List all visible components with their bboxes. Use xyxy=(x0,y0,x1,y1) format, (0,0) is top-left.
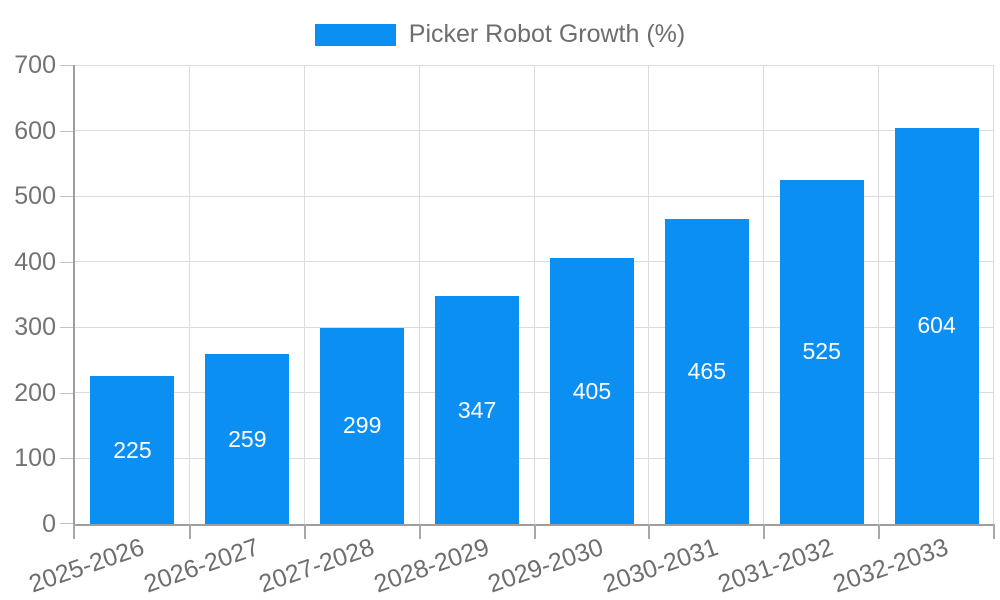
bar-value-label: 225 xyxy=(113,436,152,463)
y-tick-mark xyxy=(60,196,73,198)
x-axis-category-label: 2032-2033 xyxy=(829,533,952,599)
bar[interactable]: 405 xyxy=(549,258,634,524)
legend-color-swatch xyxy=(314,23,396,46)
y-axis-tick-label: 600 xyxy=(14,116,56,145)
x-axis-category-label: 2031-2032 xyxy=(714,533,837,599)
x-gridline xyxy=(418,65,420,524)
plot-area: 0 100 200 300 400 500 600 700 225 2025-2026 259 202… xyxy=(14,52,995,598)
y-gridline xyxy=(75,261,994,263)
y-gridline xyxy=(75,64,994,66)
x-axis-category-label: 2029-2030 xyxy=(484,533,608,599)
bar-value-label: 465 xyxy=(687,358,726,385)
x-tick-mark xyxy=(878,524,881,539)
x-axis-category-label: 2030-2031 xyxy=(599,533,722,599)
y-tick-mark xyxy=(60,458,73,460)
y-axis-tick-label: 0 xyxy=(42,510,56,538)
x-gridline xyxy=(878,65,880,524)
y-gridline xyxy=(75,392,994,394)
x-axis-category-label: 2025-2026 xyxy=(25,533,148,599)
bar-value-label: 525 xyxy=(802,338,841,365)
legend-series-label: Picker Robot Growth (%) xyxy=(408,20,686,48)
x-axis-category-label: 2028-2029 xyxy=(370,533,493,599)
bar[interactable]: 525 xyxy=(779,179,864,524)
x-tick-mark xyxy=(188,524,191,539)
x-gridline xyxy=(993,65,994,524)
bar-value-label: 259 xyxy=(228,425,267,452)
y-tick-mark xyxy=(60,392,73,394)
y-tick-mark xyxy=(60,261,73,263)
bar[interactable]: 604 xyxy=(894,127,979,524)
bar-value-label: 347 xyxy=(457,396,497,423)
x-axis-category-label: 2026-2027 xyxy=(140,533,263,599)
y-axis-tick-label: 200 xyxy=(14,378,56,407)
bar-value-label: 405 xyxy=(572,377,612,404)
x-tick-mark xyxy=(533,524,536,539)
x-tick-mark xyxy=(303,524,306,539)
bar[interactable]: 225 xyxy=(90,376,175,524)
y-gridline xyxy=(75,195,994,197)
y-axis-tick-label: 300 xyxy=(14,313,56,342)
y-axis-tick-label: 100 xyxy=(14,444,56,473)
bar[interactable]: 299 xyxy=(320,327,405,524)
y-tick-mark xyxy=(60,327,73,329)
x-gridline xyxy=(188,65,190,524)
y-tick-mark xyxy=(60,523,73,524)
y-tick-mark xyxy=(60,130,73,132)
x-gridline xyxy=(648,65,650,524)
bar[interactable]: 347 xyxy=(435,296,520,524)
bar-value-label: 299 xyxy=(343,412,382,439)
x-tick-mark xyxy=(648,524,651,539)
x-tick-mark xyxy=(418,524,421,539)
y-tick-mark xyxy=(60,65,73,66)
bar[interactable]: 465 xyxy=(664,219,749,524)
y-axis-tick-label: 400 xyxy=(14,247,56,276)
x-tick-mark xyxy=(73,524,75,539)
bar-value-label: 604 xyxy=(917,312,956,339)
y-gridline xyxy=(75,130,994,132)
y-axis-tick-label: 700 xyxy=(14,51,56,79)
x-gridline xyxy=(763,65,765,524)
bar[interactable]: 259 xyxy=(205,354,290,524)
y-axis-tick-label: 500 xyxy=(14,182,56,211)
x-tick-mark xyxy=(763,524,766,539)
y-gridline xyxy=(75,326,994,328)
y-gridline xyxy=(75,457,994,459)
x-gridline xyxy=(303,65,305,524)
x-tick-mark xyxy=(993,524,995,539)
x-gridline xyxy=(533,65,535,524)
legend[interactable]: Picker Robot Growth (%) xyxy=(0,20,1000,49)
x-axis-category-label: 2027-2028 xyxy=(255,533,378,599)
